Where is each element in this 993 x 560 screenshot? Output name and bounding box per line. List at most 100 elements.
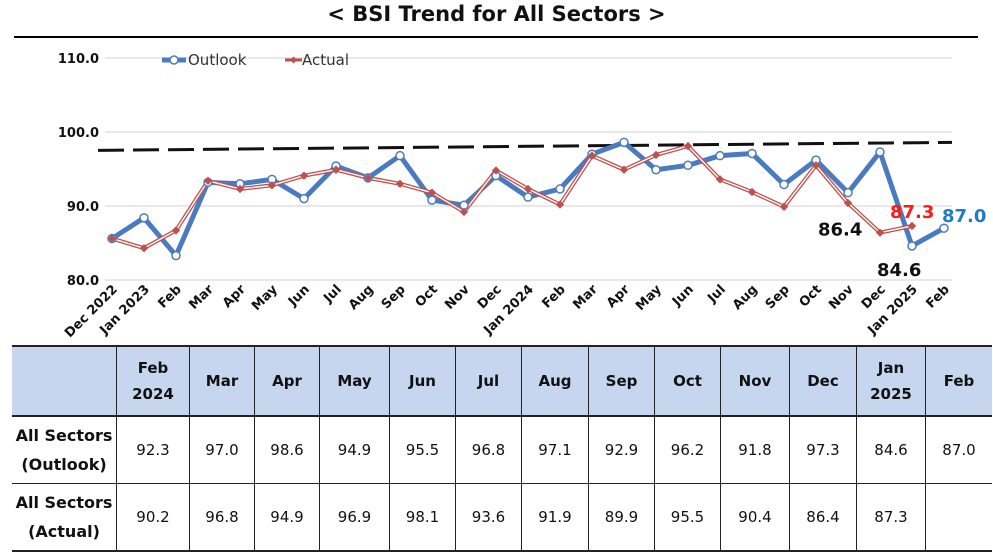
data-point-outlook bbox=[875, 147, 885, 157]
data-point-actual bbox=[811, 161, 821, 170]
x-tick-label: Sep bbox=[379, 282, 409, 312]
table-column-header: Jun bbox=[389, 345, 456, 417]
table-body: All Sectors (Outlook) 92.3 97.0 98.6 94.9 95.5… bbox=[12, 416, 992, 552]
row-label-text: (Actual) bbox=[28, 522, 100, 541]
data-point-actual bbox=[267, 181, 277, 190]
x-tick-label: Aug bbox=[730, 282, 761, 313]
header-text: Feb bbox=[137, 359, 169, 377]
header-text: Feb bbox=[943, 372, 975, 390]
table-cell: 98.6 bbox=[254, 416, 320, 484]
legend-label-outlook: Outlook bbox=[188, 51, 247, 69]
header-text: Sep bbox=[605, 372, 638, 390]
table-cell: 87.0 bbox=[925, 416, 992, 484]
x-tick-label: Aug bbox=[346, 282, 377, 313]
table-cell: 98.1 bbox=[389, 483, 456, 552]
data-point-actual bbox=[555, 200, 565, 209]
y-tick-label: 100.0 bbox=[58, 126, 99, 141]
legend-label-actual: Actual bbox=[302, 51, 349, 69]
data-point-outlook bbox=[907, 241, 917, 251]
header-text: Oct bbox=[673, 372, 702, 390]
table-cell: 90.2 bbox=[116, 483, 190, 552]
data-point-actual bbox=[299, 171, 309, 180]
table-cell: 96.8 bbox=[455, 416, 522, 484]
annotation-label: 86.4 bbox=[818, 220, 862, 241]
table-column-header: Nov bbox=[720, 345, 790, 417]
data-point-outlook bbox=[171, 250, 181, 261]
table-cell: 96.9 bbox=[319, 483, 390, 552]
page-title: < BSI Trend for All Sectors > bbox=[327, 2, 666, 26]
table-row: All Sectors (Outlook) 92.3 97.0 98.6 94.9 95.5… bbox=[12, 416, 992, 484]
table-cell: 96.2 bbox=[654, 416, 721, 484]
data-point-actual bbox=[523, 184, 533, 194]
data-point-actual bbox=[779, 202, 789, 211]
table-column-header: Apr bbox=[254, 345, 320, 417]
table-cell: 91.8 bbox=[720, 416, 790, 484]
y-tick-label: 80.0 bbox=[67, 274, 99, 289]
table-cell: 97.3 bbox=[789, 416, 857, 484]
data-point-actual bbox=[395, 179, 405, 188]
table-cell: 94.9 bbox=[319, 416, 390, 484]
data-point-outlook bbox=[139, 213, 149, 223]
x-tick-label: Jun bbox=[285, 282, 313, 310]
bsi-data-table: Feb 2024 Mar Apr May Jun Jul Aug Sep Oct Nov Dec Jan… bbox=[12, 345, 992, 552]
table-cell: 95.5 bbox=[654, 483, 721, 552]
data-point-actual bbox=[459, 207, 469, 217]
table-cell: 84.6 bbox=[856, 416, 926, 484]
table-column-header: May bbox=[319, 345, 390, 417]
table-cell: 89.9 bbox=[588, 483, 655, 552]
chart-annotations: 87.3 87.0 86.4 84.6 bbox=[818, 202, 986, 281]
chart-gridlines bbox=[105, 57, 952, 281]
data-point-actual bbox=[747, 187, 757, 197]
data-point-actual bbox=[619, 165, 629, 174]
legend-marker-outlook bbox=[169, 55, 179, 65]
x-tick-label: Sep bbox=[763, 282, 793, 312]
chart-legend: Outlook Actual bbox=[162, 51, 349, 69]
table-cell: 92.3 bbox=[116, 416, 190, 484]
table-cell: 97.0 bbox=[189, 416, 255, 484]
data-point-actual bbox=[107, 234, 117, 243]
data-point-actual bbox=[235, 184, 245, 194]
x-tick-label: Jun bbox=[669, 282, 697, 310]
table-corner-cell bbox=[12, 345, 117, 417]
x-tick-label: Feb bbox=[923, 282, 952, 311]
table-column-header: Sep bbox=[588, 345, 655, 417]
row-label: All Sectors (Actual) bbox=[12, 483, 117, 552]
table-cell: 96.8 bbox=[189, 483, 255, 552]
data-point-actual bbox=[875, 228, 885, 237]
table-cell bbox=[925, 483, 992, 552]
x-tick-label: Feb bbox=[155, 282, 184, 311]
data-point-actual bbox=[843, 198, 853, 208]
header-text: Mar bbox=[205, 372, 239, 390]
table-column-header: Dec bbox=[789, 345, 857, 417]
table-column-header: Feb bbox=[925, 345, 992, 417]
y-axis-tick-labels: 80.0 90.0 100.0 110.0 bbox=[58, 52, 99, 289]
row-label: All Sectors (Outlook) bbox=[12, 416, 117, 484]
header-text: 2025 bbox=[870, 385, 912, 403]
table-column-header: Jan 2025 bbox=[856, 345, 926, 417]
table-column-header: Oct bbox=[654, 345, 721, 417]
table-cell: 87.3 bbox=[856, 483, 926, 552]
header-text: 2024 bbox=[132, 385, 174, 403]
header-text: May bbox=[337, 372, 372, 390]
title-divider bbox=[14, 36, 978, 38]
data-point-actual bbox=[331, 165, 341, 174]
data-point-outlook bbox=[427, 195, 437, 205]
series-line-actual-inner bbox=[111, 145, 913, 249]
row-label-text: All Sectors bbox=[15, 426, 113, 445]
table-column-header: Aug bbox=[521, 345, 589, 417]
data-point-outlook bbox=[651, 164, 661, 175]
table-cell: 94.9 bbox=[254, 483, 320, 552]
annotation-label: 87.3 bbox=[890, 202, 934, 223]
row-label-text: All Sectors bbox=[15, 493, 113, 512]
data-point-outlook bbox=[395, 150, 405, 161]
row-label-text: (Outlook) bbox=[21, 455, 107, 474]
header-text: Jun bbox=[409, 372, 436, 390]
table-column-header: Mar bbox=[189, 345, 255, 417]
header-text: Jul bbox=[477, 372, 500, 390]
table-row: All Sectors (Actual) 90.2 96.8 94.9 96.9 98.1 9… bbox=[12, 483, 992, 552]
x-tick-label: Apr bbox=[604, 282, 633, 311]
data-point-actual bbox=[491, 166, 501, 175]
table-header-row: Feb 2024 Mar Apr May Jun Jul Aug Sep Oct Nov Dec Jan… bbox=[12, 345, 992, 417]
data-point-actual bbox=[683, 141, 693, 151]
